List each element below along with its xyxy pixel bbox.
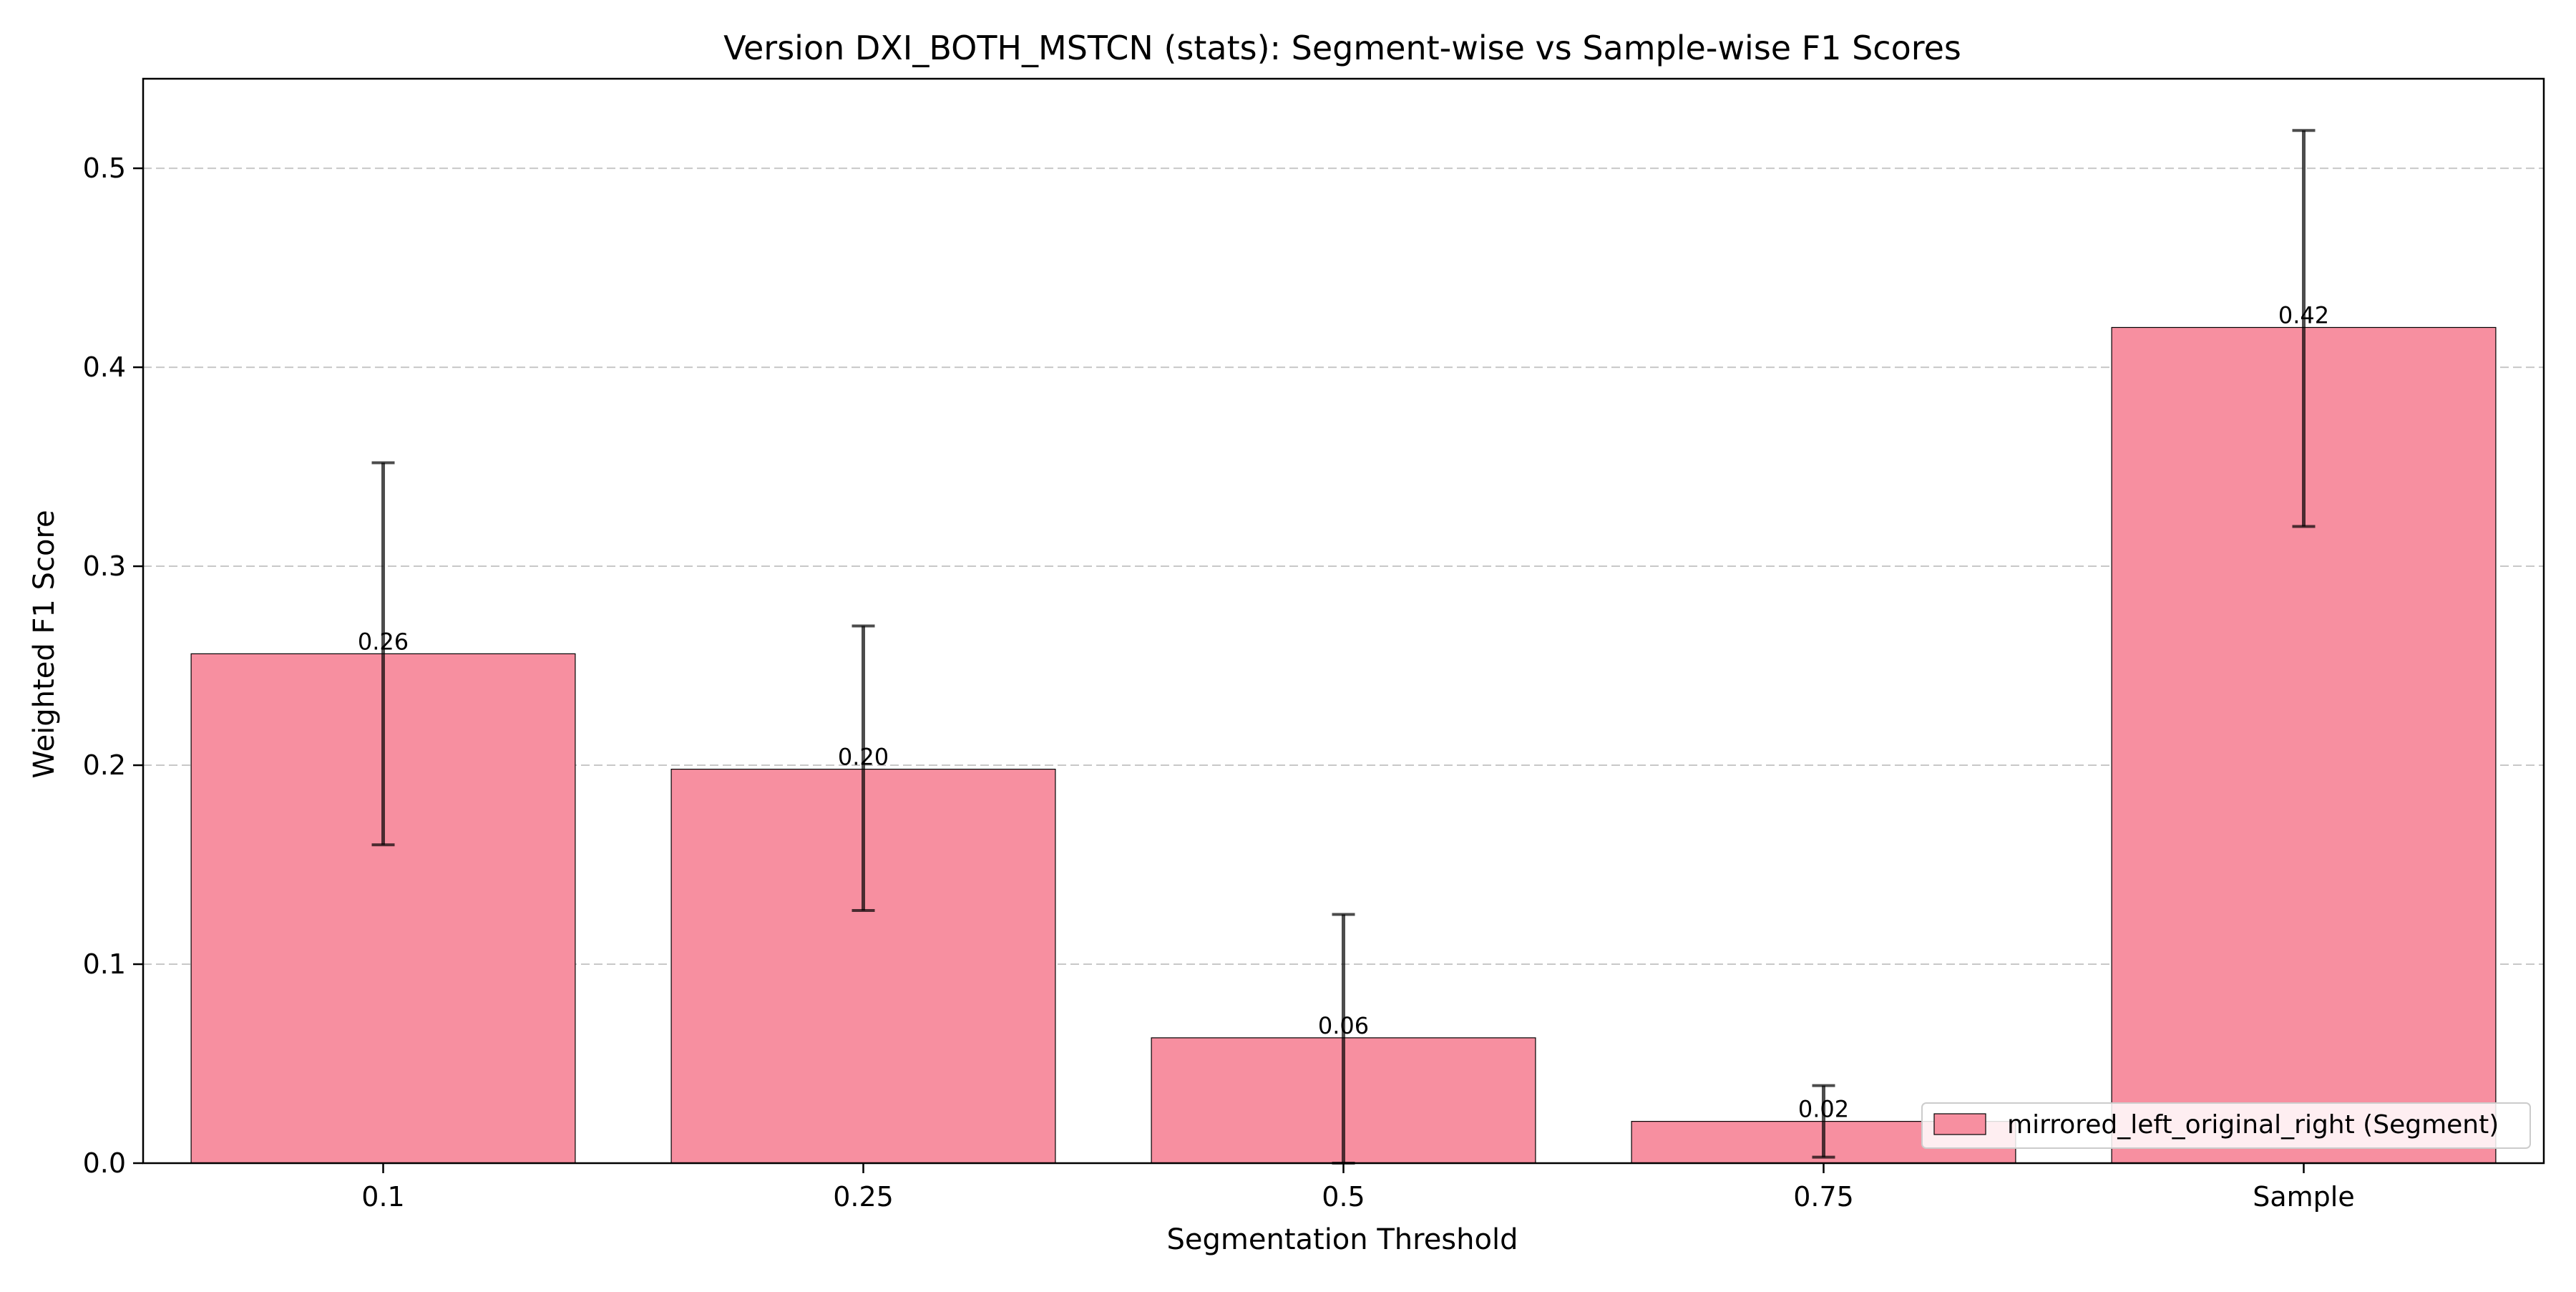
value-labels: 0.26 0.20 0.06 0.02 0.42 — [358, 301, 2329, 1122]
y-axis-ticks: 0.0 0.1 0.2 0.3 0.4 0.5 — [83, 152, 143, 1179]
y-tick-label: 0.0 — [83, 1147, 126, 1179]
x-axis-ticks: 0.1 0.25 0.5 0.75 Sample — [361, 1163, 2355, 1213]
y-tick-label: 0.1 — [83, 948, 126, 980]
legend: mirrored_left_original_right (Segment) — [1921, 1102, 2531, 1149]
legend-swatch — [1933, 1113, 1986, 1135]
x-tick-label: 0.5 — [1322, 1181, 1365, 1213]
x-tick-label: 0.1 — [361, 1181, 404, 1213]
bar-value-label: 0.20 — [838, 744, 889, 771]
y-tick-label: 0.5 — [83, 152, 126, 184]
x-tick-label: 0.25 — [833, 1181, 894, 1213]
x-tick-label: 0.75 — [1793, 1181, 1854, 1213]
bar-value-label: 0.06 — [1318, 1012, 1369, 1039]
bar-value-label: 0.26 — [358, 628, 409, 655]
legend-entry-label: mirrored_left_original_right (Segment) — [2007, 1110, 2499, 1140]
y-axis-label: Weighted F1 Score — [28, 510, 61, 778]
y-tick-label: 0.3 — [83, 550, 126, 582]
y-tick-label: 0.4 — [83, 351, 126, 383]
y-tick-label: 0.2 — [83, 749, 126, 781]
bar-value-label: 0.02 — [1798, 1096, 1849, 1123]
x-tick-label: Sample — [2253, 1181, 2354, 1213]
chart-title: Version DXI_BOTH_MSTCN (stats): Segment-… — [723, 29, 1961, 67]
x-axis-label: Segmentation Threshold — [1167, 1223, 1518, 1256]
bar-value-label: 0.42 — [2278, 301, 2329, 329]
legend-box — [1921, 1102, 2531, 1149]
